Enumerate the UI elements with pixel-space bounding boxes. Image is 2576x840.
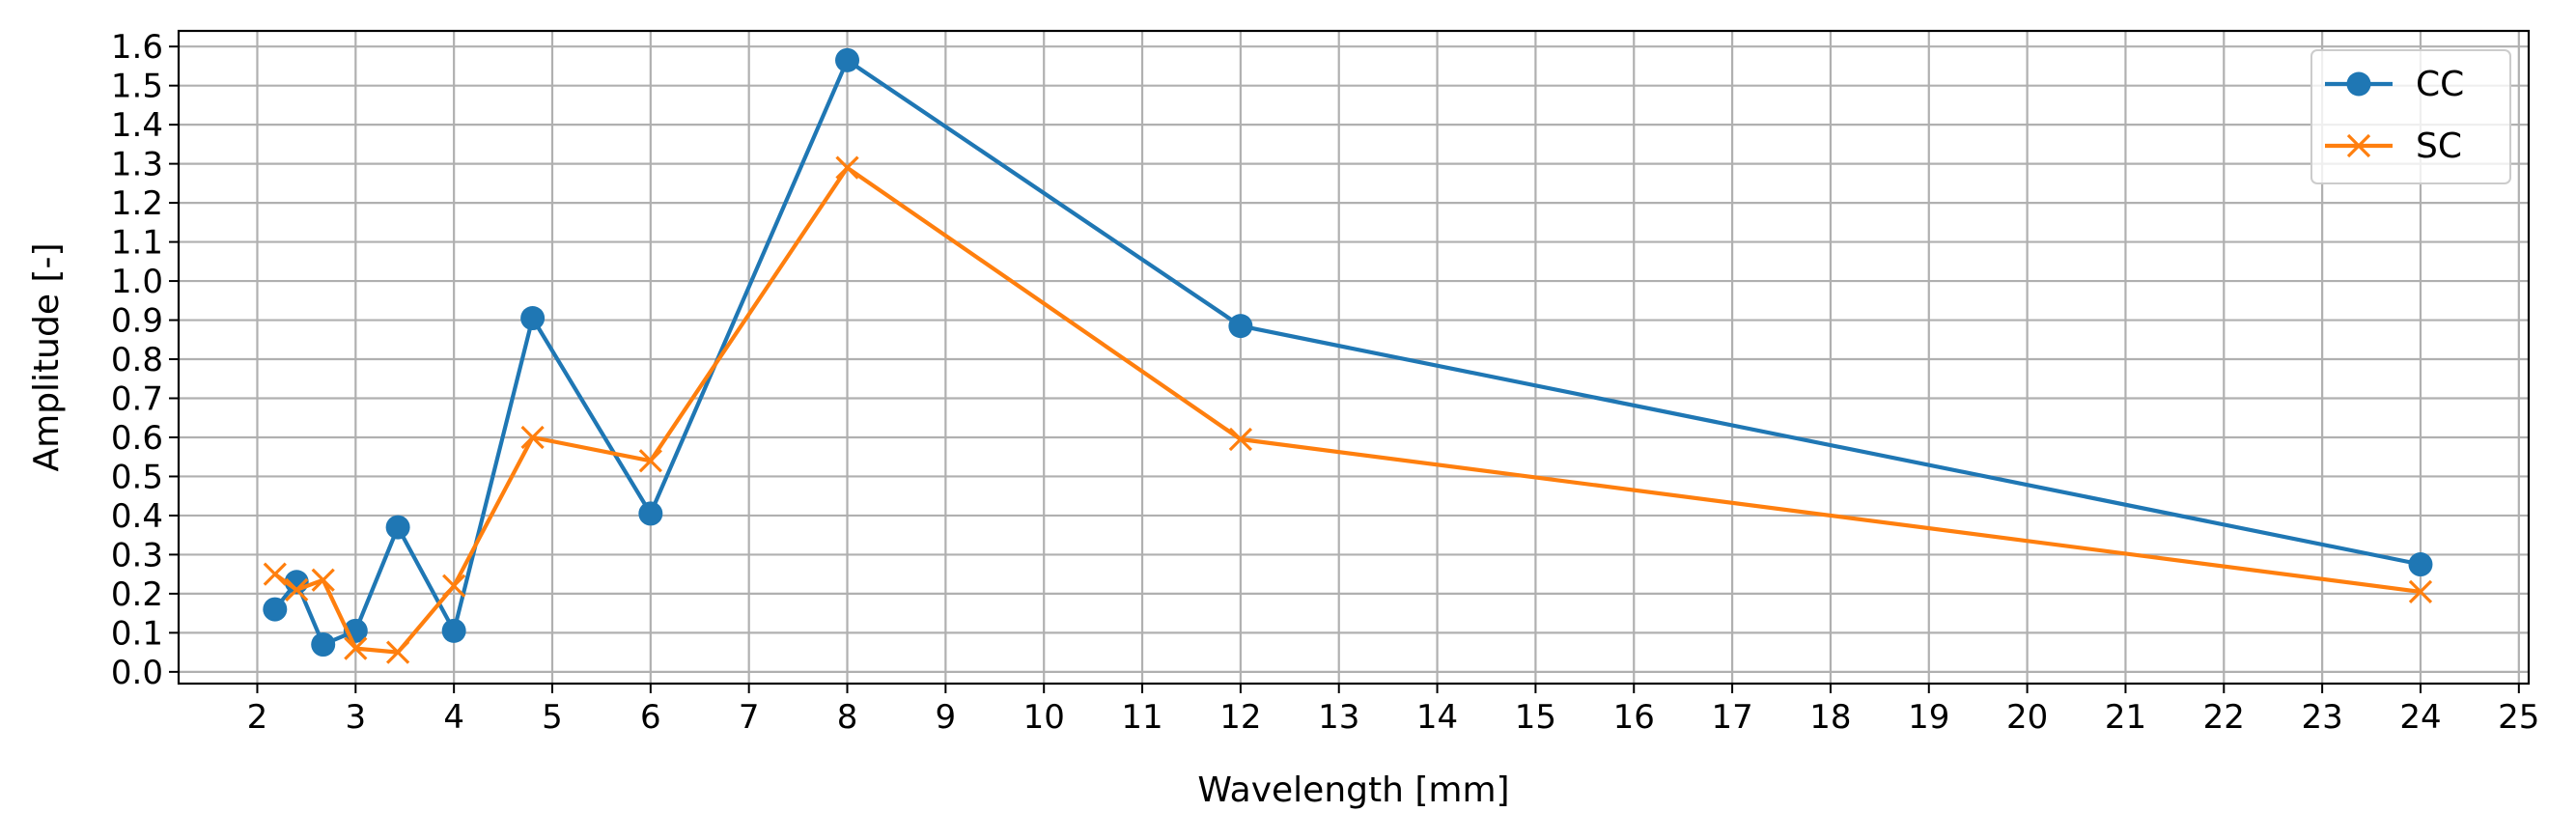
y-tick-label: 0.8 bbox=[111, 341, 163, 379]
x-tick-label: 24 bbox=[2399, 698, 2441, 737]
y-tick-label: 1.3 bbox=[111, 146, 163, 184]
y-tick-label: 1.2 bbox=[111, 184, 163, 223]
x-axis-label: Wavelength [mm] bbox=[1197, 770, 1509, 810]
data-point-sc bbox=[263, 562, 287, 586]
y-tick-label: 1.0 bbox=[111, 263, 163, 301]
y-tick-label: 0.9 bbox=[111, 302, 163, 341]
series-sc bbox=[263, 155, 2433, 664]
x-tick-label: 17 bbox=[1711, 698, 1752, 737]
x-tick-label: 10 bbox=[1023, 698, 1065, 737]
x-tick-label: 23 bbox=[2302, 698, 2343, 737]
y-tick-label: 1.4 bbox=[111, 106, 163, 145]
x-tick-label: 6 bbox=[640, 698, 661, 737]
data-point-sc bbox=[638, 449, 662, 473]
y-axis-ticks: 0.00.10.20.30.40.50.60.70.80.91.01.11.21… bbox=[111, 28, 179, 692]
data-point-cc bbox=[385, 515, 410, 540]
x-tick-label: 12 bbox=[1219, 698, 1261, 737]
data-point-cc bbox=[638, 501, 663, 526]
data-point-sc bbox=[285, 577, 309, 602]
data-point-sc bbox=[835, 155, 859, 180]
y-tick-label: 1.1 bbox=[111, 224, 163, 263]
grid-lines bbox=[179, 31, 2529, 684]
data-point-sc bbox=[344, 636, 368, 660]
y-tick-label: 0.5 bbox=[111, 458, 163, 496]
x-tick-label: 13 bbox=[1318, 698, 1359, 737]
y-tick-label: 0.2 bbox=[111, 575, 163, 614]
legend-label: SC bbox=[2416, 126, 2462, 166]
x-tick-label: 11 bbox=[1121, 698, 1162, 737]
data-point-cc bbox=[835, 47, 860, 72]
legend-marker bbox=[2346, 133, 2371, 158]
y-tick-label: 0.0 bbox=[111, 654, 163, 692]
data-point-sc bbox=[442, 574, 466, 598]
x-tick-label: 25 bbox=[2498, 698, 2539, 737]
legend-label: CC bbox=[2416, 65, 2464, 104]
data-point-cc bbox=[311, 632, 336, 658]
x-tick-label: 8 bbox=[837, 698, 858, 737]
legend: CC SC bbox=[2310, 49, 2511, 184]
y-tick-label: 0.1 bbox=[111, 614, 163, 653]
x-tick-label: 2 bbox=[247, 698, 268, 737]
x-tick-label: 3 bbox=[345, 698, 366, 737]
y-tick-label: 1.6 bbox=[111, 28, 163, 67]
y-tick-label: 0.7 bbox=[111, 380, 163, 419]
y-tick-label: 0.6 bbox=[111, 419, 163, 458]
x-tick-label: 20 bbox=[2006, 698, 2048, 737]
y-tick-label: 1.5 bbox=[111, 68, 163, 106]
data-point-cc bbox=[2408, 552, 2433, 577]
data-point-sc bbox=[311, 568, 335, 592]
series-cc bbox=[263, 47, 2433, 658]
x-tick-label: 19 bbox=[1908, 698, 1949, 737]
data-point-cc bbox=[520, 306, 546, 331]
data-point-sc bbox=[385, 640, 410, 664]
y-tick-label: 0.4 bbox=[111, 497, 163, 536]
x-tick-label: 14 bbox=[1416, 698, 1458, 737]
data-point-cc bbox=[1228, 314, 1253, 339]
legend-item-sc: SC bbox=[2325, 126, 2462, 166]
data-point-cc bbox=[441, 618, 466, 643]
data-point-sc bbox=[1228, 427, 1253, 452]
x-tick-label: 7 bbox=[739, 698, 760, 737]
data-point-sc bbox=[2408, 579, 2433, 604]
data-point-sc bbox=[520, 425, 545, 450]
plot-frame bbox=[177, 29, 2531, 686]
legend-box bbox=[2310, 49, 2511, 184]
x-tick-label: 9 bbox=[936, 698, 957, 737]
series-layer bbox=[263, 47, 2433, 664]
series-line-sc bbox=[273, 165, 2422, 655]
legend-item-cc: CC bbox=[2325, 65, 2464, 104]
x-tick-label: 21 bbox=[2105, 698, 2146, 737]
x-tick-label: 16 bbox=[1613, 698, 1655, 737]
y-axis-label: Amplitude [-] bbox=[27, 242, 67, 471]
series-line-cc bbox=[273, 58, 2422, 647]
data-point-cc bbox=[263, 597, 288, 622]
y-tick-label: 0.3 bbox=[111, 536, 163, 574]
x-tick-label: 4 bbox=[443, 698, 464, 737]
x-tick-label: 18 bbox=[1809, 698, 1851, 737]
x-axis-ticks: 2 3 4 5 6 7 8 9 10 11 12 13 14 15 16 17 18 19 20 21 22 23 24 25 bbox=[247, 684, 2539, 737]
x-tick-label: 22 bbox=[2203, 698, 2245, 737]
legend-marker bbox=[2346, 71, 2371, 97]
x-tick-label: 15 bbox=[1515, 698, 1556, 737]
x-tick-label: 5 bbox=[542, 698, 563, 737]
